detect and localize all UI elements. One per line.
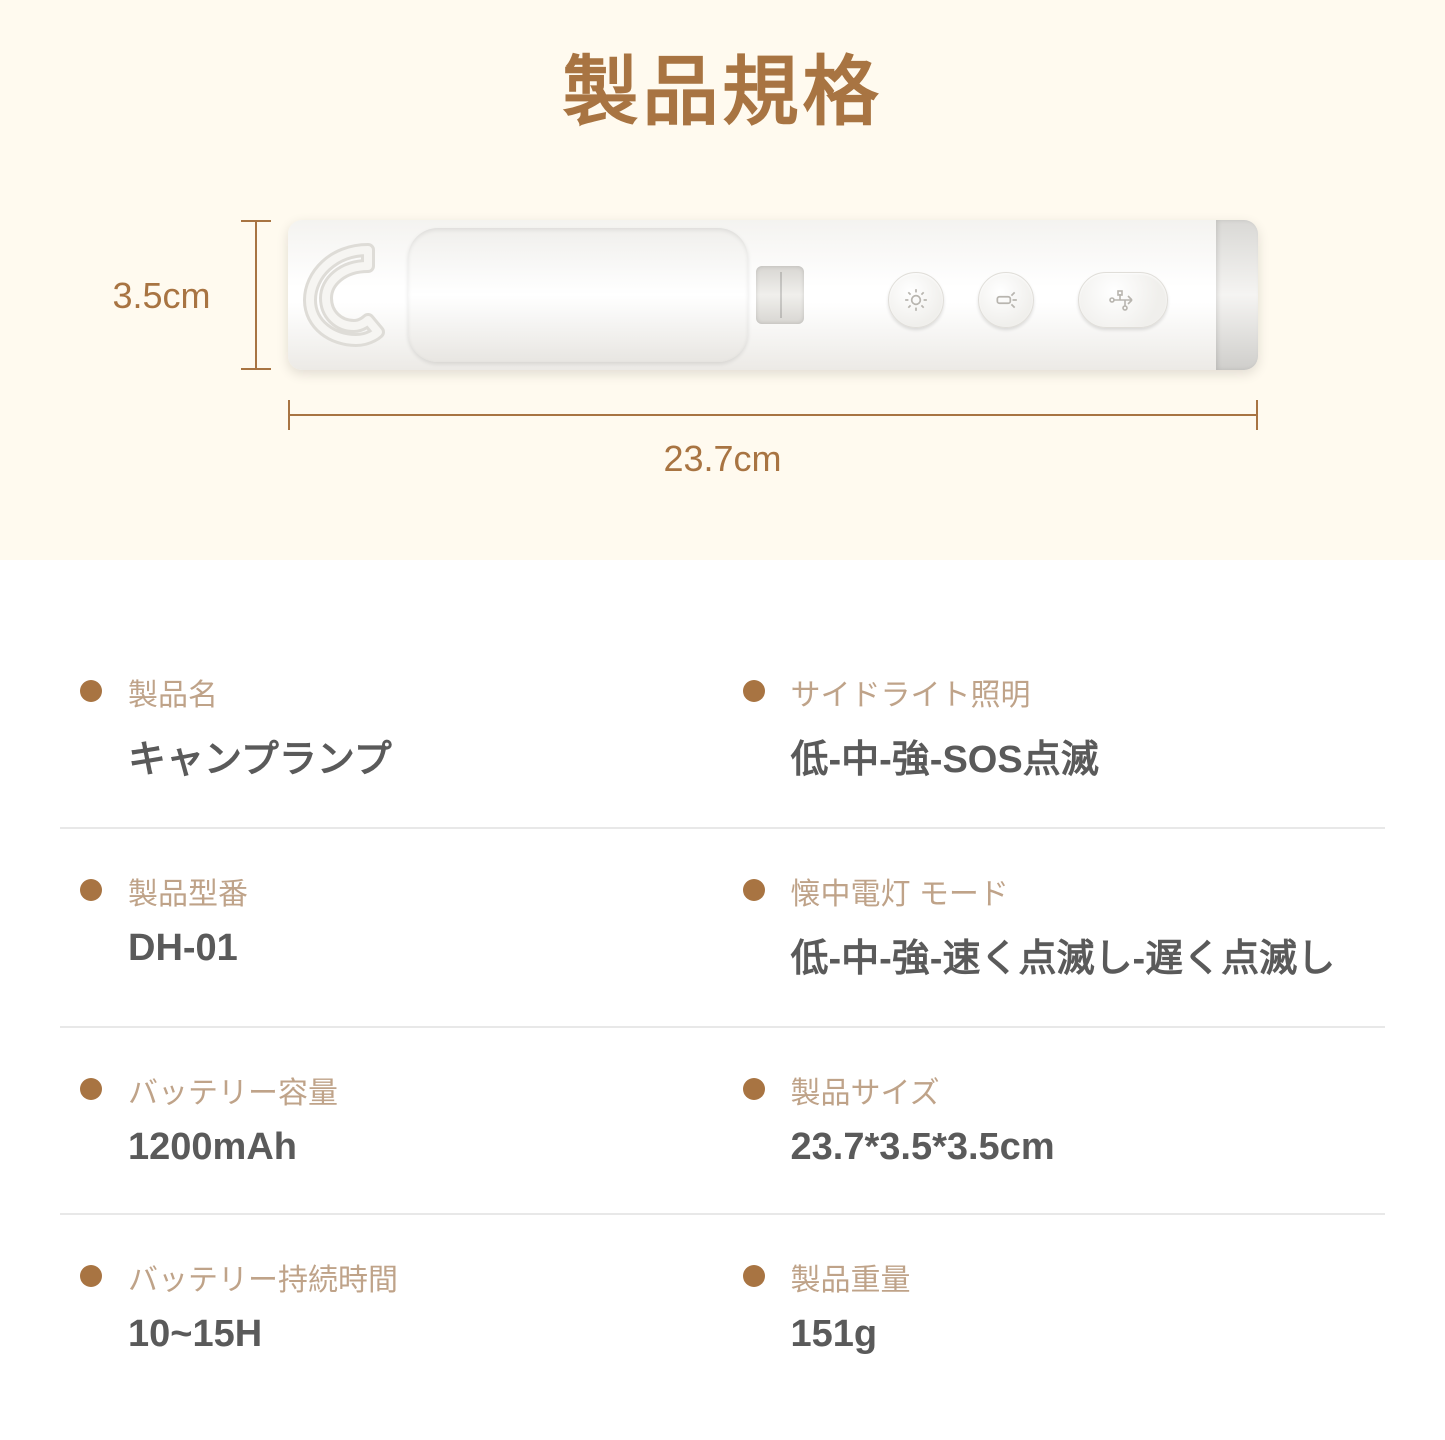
carabiner-clip-icon [298, 240, 418, 350]
spec-label: サイドライト照明 [791, 670, 1099, 714]
spec-grid: 製品名 キャンプランプ サイドライト照明 低-中-強-SOS点滅 製品型番 DH… [60, 630, 1385, 1400]
product-diagram: 3.5cm [123, 180, 1323, 500]
spec-label: バッテリー持続時間 [128, 1255, 398, 1299]
spec-cell: 製品重量 151g [723, 1255, 1386, 1356]
spec-label: 製品名 [128, 670, 392, 714]
spec-value: 1200mAh [128, 1126, 338, 1169]
spec-cell: バッテリー持続時間 10~15H [60, 1255, 723, 1356]
bullet-icon [743, 879, 765, 901]
brightness-button-icon [888, 272, 944, 328]
bullet-icon [80, 1078, 102, 1100]
spec-row: バッテリー容量 1200mAh 製品サイズ 23.7*3.5*3.5cm [60, 1028, 1385, 1215]
spec-row: 製品型番 DH-01 懐中電灯 モード 低-中-強-速く点滅し-遅く点滅し [60, 829, 1385, 1028]
spec-value: 10~15H [128, 1313, 398, 1356]
spec-label: 製品型番 [128, 869, 248, 913]
spec-label: 懐中電灯 モード [791, 869, 1336, 913]
spec-value: キャンプランプ [128, 728, 392, 783]
spec-row: 製品名 キャンプランプ サイドライト照明 低-中-強-SOS点滅 [60, 630, 1385, 829]
spec-label: バッテリー容量 [128, 1068, 338, 1112]
specs-section: 製品名 キャンプランプ サイドライト照明 低-中-強-SOS点滅 製品型番 DH… [0, 560, 1445, 1440]
spec-label: 製品重量 [791, 1255, 911, 1299]
spec-label: 製品サイズ [791, 1068, 1055, 1112]
bullet-icon [80, 1265, 102, 1287]
spec-value: 低-中-強-SOS点滅 [791, 728, 1099, 783]
spec-value: 23.7*3.5*3.5cm [791, 1126, 1055, 1169]
flashlight-button-icon [978, 272, 1034, 328]
bullet-icon [743, 1078, 765, 1100]
usb-button-icon [1078, 272, 1168, 328]
width-dimension-label: 23.7cm [123, 438, 1323, 480]
spec-cell: 製品名 キャンプランプ [60, 670, 723, 783]
spec-cell: サイドライト照明 低-中-強-SOS点滅 [723, 670, 1386, 783]
width-dimension-bracket [288, 400, 1258, 430]
hero-section: 製品規格 3.5cm [0, 0, 1445, 560]
end-cap [1216, 220, 1258, 370]
page-title: 製品規格 [0, 30, 1445, 140]
bullet-icon [743, 1265, 765, 1287]
spec-cell: 懐中電灯 モード 低-中-強-速く点滅し-遅く点滅し [723, 869, 1386, 982]
spec-value: 151g [791, 1313, 911, 1356]
spec-cell: 製品サイズ 23.7*3.5*3.5cm [723, 1068, 1386, 1169]
hinge [756, 266, 804, 324]
light-panel [408, 228, 748, 362]
bullet-icon [80, 680, 102, 702]
spec-cell: バッテリー容量 1200mAh [60, 1068, 723, 1169]
spec-row: バッテリー持続時間 10~15H 製品重量 151g [60, 1215, 1385, 1400]
height-dimension-label: 3.5cm [113, 275, 211, 317]
spec-value: DH-01 [128, 927, 248, 970]
bullet-icon [80, 879, 102, 901]
height-dimension-bracket [241, 220, 271, 370]
bullet-icon [743, 680, 765, 702]
product-illustration [288, 220, 1258, 370]
spec-cell: 製品型番 DH-01 [60, 869, 723, 982]
spec-value: 低-中-強-速く点滅し-遅く点滅し [791, 927, 1336, 982]
